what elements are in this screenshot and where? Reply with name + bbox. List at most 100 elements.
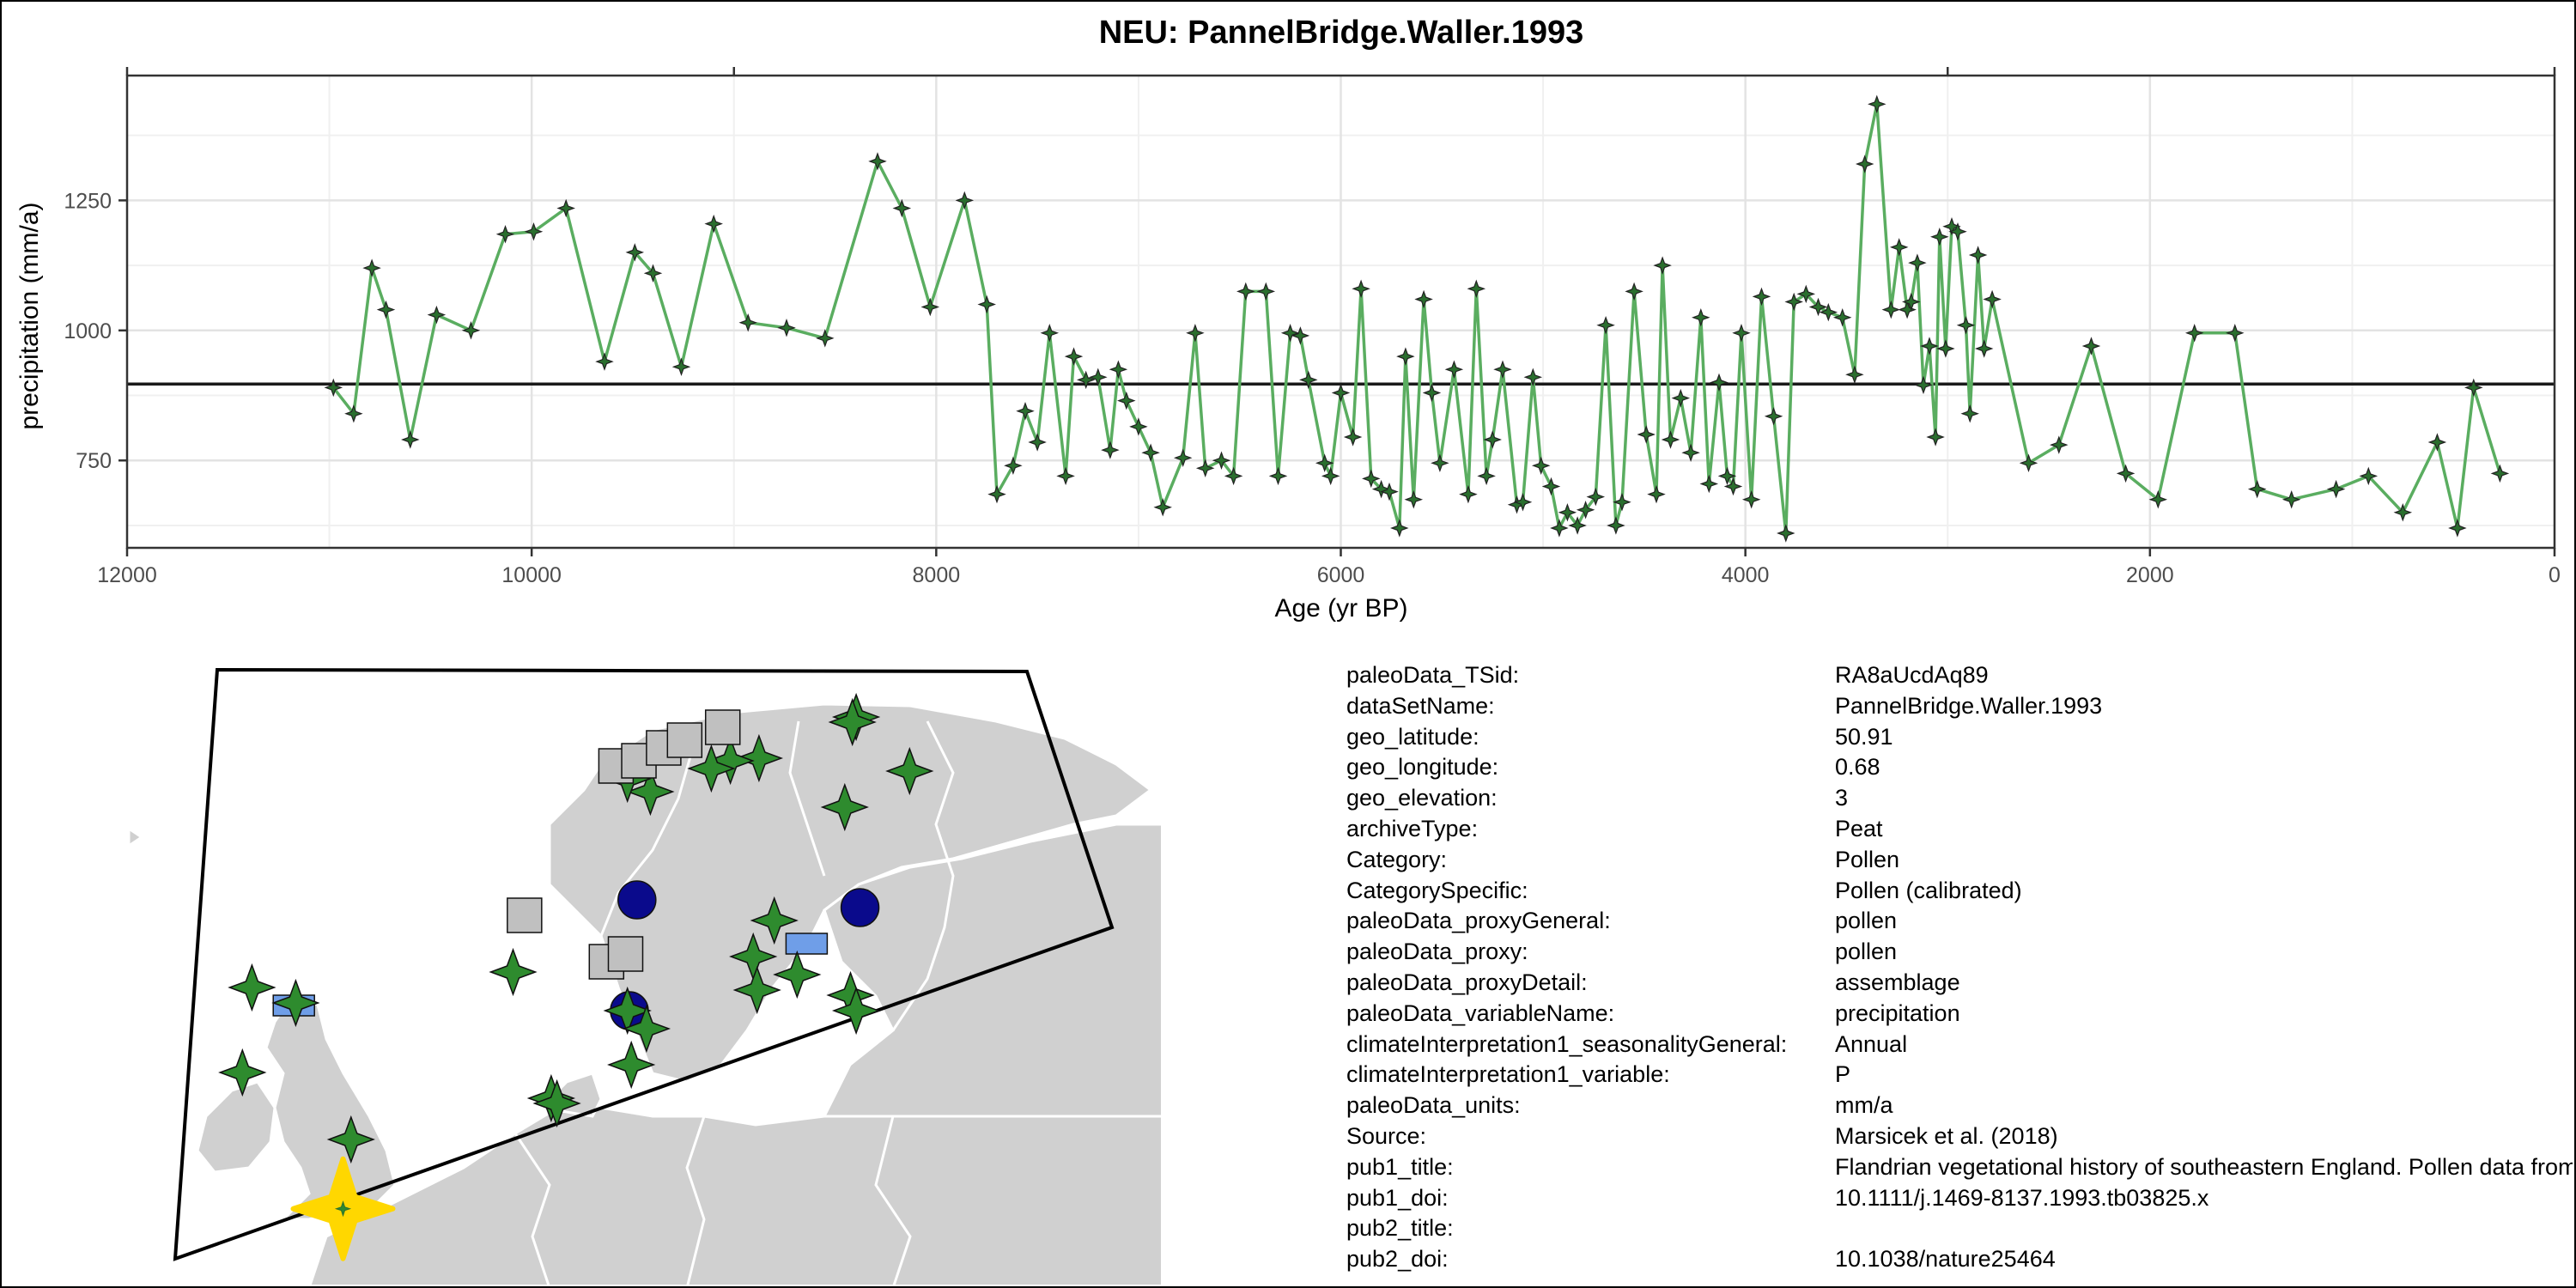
metadata-key: archiveType: <box>1346 816 1479 841</box>
metadata-value: 0.68 <box>1835 754 1880 781</box>
border-europe-3 <box>513 1133 551 1285</box>
site-star-marker <box>773 950 822 999</box>
data-point <box>1671 388 1691 408</box>
data-point <box>1414 289 1433 309</box>
x-tick-label: 0 <box>2549 563 2561 587</box>
x-tick-label: 8000 <box>913 563 961 587</box>
data-point <box>777 319 796 337</box>
x-tick-label: 4000 <box>1722 563 1770 587</box>
region-boundary <box>173 667 1115 1261</box>
data-point <box>1040 324 1060 343</box>
site-star-marker <box>831 986 881 1036</box>
metadata-value: 10.1038/nature25464 <box>1835 1246 2056 1273</box>
data-point <box>1914 375 1933 395</box>
data-point <box>1902 292 1921 312</box>
site-star-marker <box>622 1004 671 1054</box>
data-point <box>2116 464 2136 483</box>
data-point <box>1653 256 1672 275</box>
continental-europe-land <box>308 1106 1161 1285</box>
data-point <box>1926 428 1945 447</box>
data-point <box>1195 459 1215 478</box>
axes <box>118 67 2556 556</box>
metadata-row: pub1_doi: 10.1111/j.1469-8137.1993.tb0382… <box>1346 1182 2573 1213</box>
data-point <box>1076 370 1096 390</box>
x-tick-label: 12000 <box>97 563 157 587</box>
x-tick-label: 2000 <box>2126 563 2174 587</box>
data-point <box>1974 339 1994 358</box>
data-point <box>1930 228 1949 246</box>
metadata-key: geo_latitude: <box>1346 723 1479 750</box>
data-point <box>1960 404 1979 423</box>
site-star-marker <box>489 947 538 997</box>
metadata-value: Annual <box>1835 1030 1908 1057</box>
metadata-row: paleoData_variableName: precipitation <box>1346 998 2573 1029</box>
data-point <box>1141 443 1160 462</box>
data-point <box>671 357 691 376</box>
target-site-inner-marker <box>334 1200 352 1218</box>
data-point <box>362 258 381 277</box>
site-rect-marker <box>785 933 829 955</box>
data-point <box>1315 453 1334 473</box>
site-star-marker <box>532 1078 581 1128</box>
metadata-value: pollen <box>1835 939 1898 965</box>
site-star-marker <box>603 986 652 1036</box>
data-point <box>1596 315 1615 335</box>
data-point <box>556 198 575 218</box>
x-tick-label: 6000 <box>1317 563 1365 587</box>
data-point <box>1942 216 1961 236</box>
data-point <box>1586 487 1606 507</box>
data-point <box>1380 482 1399 501</box>
metadata-key: climateInterpretation1_variable: <box>1346 1061 1670 1088</box>
metadata-key: paleoData_variableName: <box>1346 999 1615 1026</box>
data-point <box>1256 282 1276 301</box>
grid-lines <box>127 76 2555 548</box>
data-point <box>1845 365 1864 385</box>
series-line <box>331 102 2502 535</box>
site-star-marker <box>228 963 276 1012</box>
site-square-marker <box>704 709 741 745</box>
metadata-key: paleoData_TSid: <box>1346 662 1520 688</box>
data-point <box>461 321 481 340</box>
data-point <box>704 214 723 234</box>
data-point <box>1212 451 1231 470</box>
data-point <box>1723 477 1743 496</box>
data-point <box>643 264 663 283</box>
metadata-row: geo_latitude: 50.91 <box>1346 721 2573 752</box>
data-point <box>2148 489 2168 509</box>
metadata-row: pub2_doi: 10.1038/nature25464 <box>1346 1243 2573 1274</box>
data-point <box>2019 453 2038 473</box>
data-point <box>1028 433 1047 452</box>
data-point <box>1796 284 1816 304</box>
metadata-panel: paleoData_TSid: RA8aUcdAq89 dataSetName: Pa… <box>1346 659 2573 1286</box>
data-point <box>1819 302 1838 322</box>
data-point <box>1280 324 1300 343</box>
data-point <box>1513 492 1533 512</box>
data-point <box>1236 282 1255 301</box>
metadata-key: climateInterpretation1_seasonalityGenera… <box>1346 1030 1788 1057</box>
data-point <box>1710 373 1728 392</box>
data-point <box>1855 155 1874 173</box>
metadata-row: pub1_title: Flandrian vegetational histor… <box>1346 1151 2573 1182</box>
chart-title: NEU: PannelBridge.Waller.1993 <box>1099 15 1584 51</box>
data-point <box>1331 383 1351 403</box>
site-star-marker <box>750 896 799 945</box>
data-point <box>1109 360 1128 379</box>
data-point <box>1173 448 1193 467</box>
site-star-marker <box>626 767 675 817</box>
metadata-row: Source: Marsicek et al. (2018) <box>1346 1121 2573 1151</box>
metadata-row: paleoData_TSid: RA8aUcdAq89 <box>1346 659 2573 690</box>
metadata-value: Marsicek et al. (2018) <box>1835 1123 2058 1149</box>
x-axis-label: Age (yr BP) <box>1274 594 1407 623</box>
metadata-value: 10.1111/j.1469-8137.1993.tb03825.x <box>1835 1184 2209 1211</box>
site-star-marker <box>218 1048 267 1097</box>
y-tick-label: 1000 <box>64 319 112 343</box>
metadata-key: Category: <box>1346 846 1448 872</box>
data-point <box>2464 378 2483 398</box>
metadata-value: RA8aUcdAq89 <box>1835 662 1989 688</box>
data-point <box>1681 443 1700 462</box>
border-europe-1 <box>685 1115 706 1285</box>
data-point <box>977 295 996 314</box>
data-point <box>1784 292 1803 312</box>
site-map <box>127 667 1161 1285</box>
